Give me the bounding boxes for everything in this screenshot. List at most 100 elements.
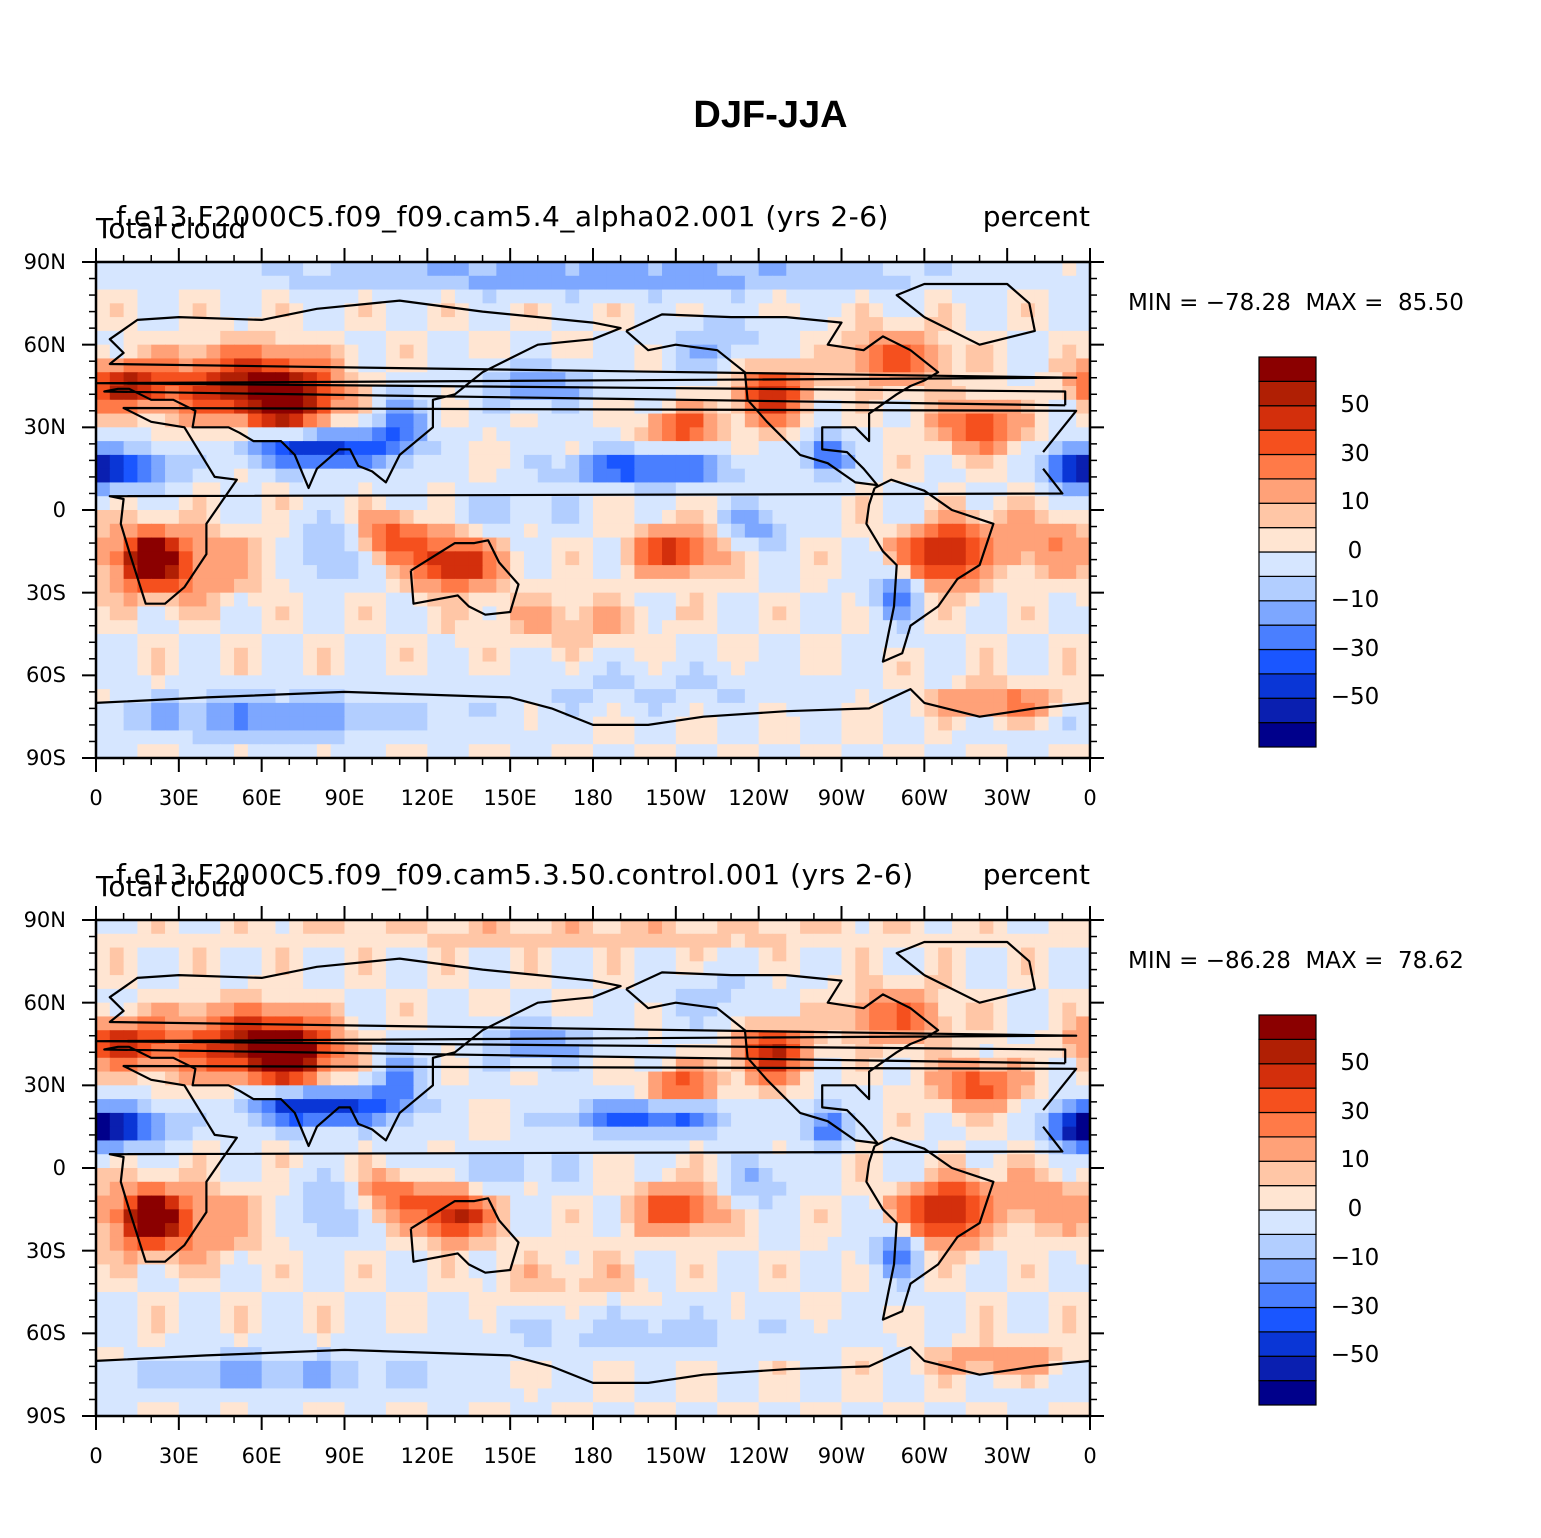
heatmap-cell	[510, 947, 525, 962]
heatmap-cell	[372, 1057, 387, 1073]
heatmap-cell	[523, 1030, 539, 1045]
heatmap-cell	[1076, 468, 1091, 484]
heatmap-cell	[316, 1099, 332, 1114]
heatmap-cell	[109, 1126, 125, 1142]
heatmap-cell	[1076, 730, 1091, 745]
heatmap-cell	[344, 330, 359, 346]
heatmap-cell	[593, 1112, 608, 1128]
heatmap-cell	[965, 468, 981, 484]
heatmap-cell	[385, 716, 401, 732]
heatmap-cell	[772, 1209, 787, 1224]
heatmap-cell	[496, 427, 511, 442]
heatmap-cell	[979, 744, 994, 759]
heatmap-cell	[620, 413, 636, 428]
heatmap-cell	[800, 1278, 815, 1293]
heatmap-cell	[662, 1112, 677, 1128]
heatmap-cell	[1062, 933, 1077, 949]
heatmap-cell	[123, 620, 139, 635]
heatmap-cell	[537, 947, 553, 962]
heatmap-cell	[427, 399, 442, 415]
heatmap-cell	[662, 399, 677, 415]
heatmap-cell	[1007, 413, 1022, 428]
heatmap-cell	[648, 496, 663, 511]
heatmap-cell	[634, 565, 649, 580]
heatmap-cell	[303, 1319, 318, 1334]
heatmap-cell	[662, 592, 677, 608]
heatmap-cell	[924, 330, 939, 346]
heatmap-cell	[1007, 744, 1022, 759]
heatmap-cell	[289, 523, 304, 539]
heatmap-cell	[593, 1085, 608, 1100]
heatmap-cell	[924, 1057, 939, 1073]
heatmap-cell	[192, 961, 208, 976]
heatmap-cell	[703, 1154, 718, 1169]
heatmap-cell	[772, 744, 787, 759]
heatmap-cell	[1048, 620, 1063, 635]
heatmap-cell	[96, 675, 111, 690]
heatmap-cell	[510, 1099, 525, 1114]
heatmap-cell	[1048, 744, 1063, 759]
heatmap-cell	[454, 330, 470, 346]
heatmap-cell	[178, 988, 194, 1004]
heatmap-cell	[178, 961, 194, 976]
heatmap-cell	[537, 1099, 553, 1114]
heatmap-cell	[523, 303, 539, 318]
heatmap-cell	[606, 1333, 622, 1348]
heatmap-cell	[137, 716, 152, 732]
heatmap-cell	[689, 661, 705, 676]
heatmap-cell	[165, 1154, 180, 1169]
heatmap-cell	[482, 620, 497, 635]
heatmap-cell	[523, 634, 539, 649]
heatmap-cell	[523, 482, 539, 497]
heatmap-cell	[800, 427, 815, 442]
heatmap-cell	[137, 441, 152, 456]
heatmap-cell	[800, 1168, 815, 1183]
heatmap-cell	[413, 537, 428, 552]
heatmap-cell	[109, 716, 125, 732]
heatmap-cell	[123, 1154, 139, 1169]
heatmap-cell	[261, 592, 277, 608]
heatmap-cell	[869, 578, 884, 594]
heatmap-cell	[109, 1292, 125, 1307]
heatmap-cell	[1007, 675, 1022, 690]
heatmap-cell	[786, 1195, 801, 1210]
heatmap-cell	[689, 358, 705, 373]
heatmap-cell	[731, 1112, 746, 1128]
heatmap-cell	[744, 716, 760, 732]
heatmap-cell	[358, 1333, 373, 1348]
heatmap-cell	[399, 344, 415, 360]
heatmap-cell	[358, 1112, 373, 1128]
heatmap-cell	[910, 661, 925, 676]
heatmap-cell	[289, 510, 304, 525]
heatmap-cell	[620, 606, 636, 621]
heatmap-cell	[330, 1168, 346, 1183]
heatmap-cell	[579, 317, 594, 332]
heatmap-cell	[689, 988, 705, 1004]
heatmap-cell	[537, 344, 553, 360]
heatmap-cell	[165, 551, 180, 566]
heatmap-cell	[772, 592, 787, 608]
heatmap-cell	[385, 1044, 401, 1059]
heatmap-cell	[551, 454, 566, 470]
heatmap-cell	[372, 1264, 387, 1279]
heatmap-cell	[827, 496, 843, 511]
heatmap-cell	[910, 1002, 925, 1018]
heatmap-cell	[372, 661, 387, 676]
heatmap-cell	[1048, 1319, 1063, 1334]
heatmap-cell	[675, 454, 691, 470]
heatmap-cell	[827, 1085, 843, 1100]
heatmap-cell	[537, 1112, 553, 1128]
heatmap-cell	[800, 975, 815, 990]
colorbar-swatch	[1258, 575, 1317, 602]
heatmap-cell	[178, 1250, 194, 1266]
heatmap-cell	[951, 620, 967, 635]
heatmap-cell	[855, 947, 870, 962]
heatmap-cell	[206, 730, 221, 745]
heatmap-cell	[938, 1264, 953, 1279]
heatmap-cell	[869, 1223, 884, 1238]
heatmap-cell	[938, 358, 953, 373]
heatmap-cell	[261, 1112, 277, 1128]
heatmap-cell	[648, 1236, 663, 1252]
heatmap-cell	[827, 606, 843, 621]
heatmap-cell	[869, 592, 884, 608]
